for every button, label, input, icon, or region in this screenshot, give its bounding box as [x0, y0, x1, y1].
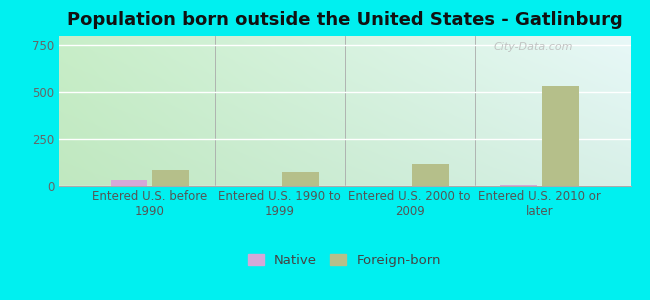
Bar	[412, 164, 448, 186]
Bar	[500, 185, 537, 186]
Bar	[111, 180, 147, 186]
Title: Population born outside the United States - Gatlinburg: Population born outside the United State…	[66, 11, 623, 29]
Text: City-Data.com: City-Data.com	[493, 42, 573, 52]
Bar	[282, 172, 318, 186]
Bar	[152, 170, 188, 186]
Bar	[542, 86, 578, 186]
Legend: Native, Foreign-born: Native, Foreign-born	[242, 249, 447, 272]
